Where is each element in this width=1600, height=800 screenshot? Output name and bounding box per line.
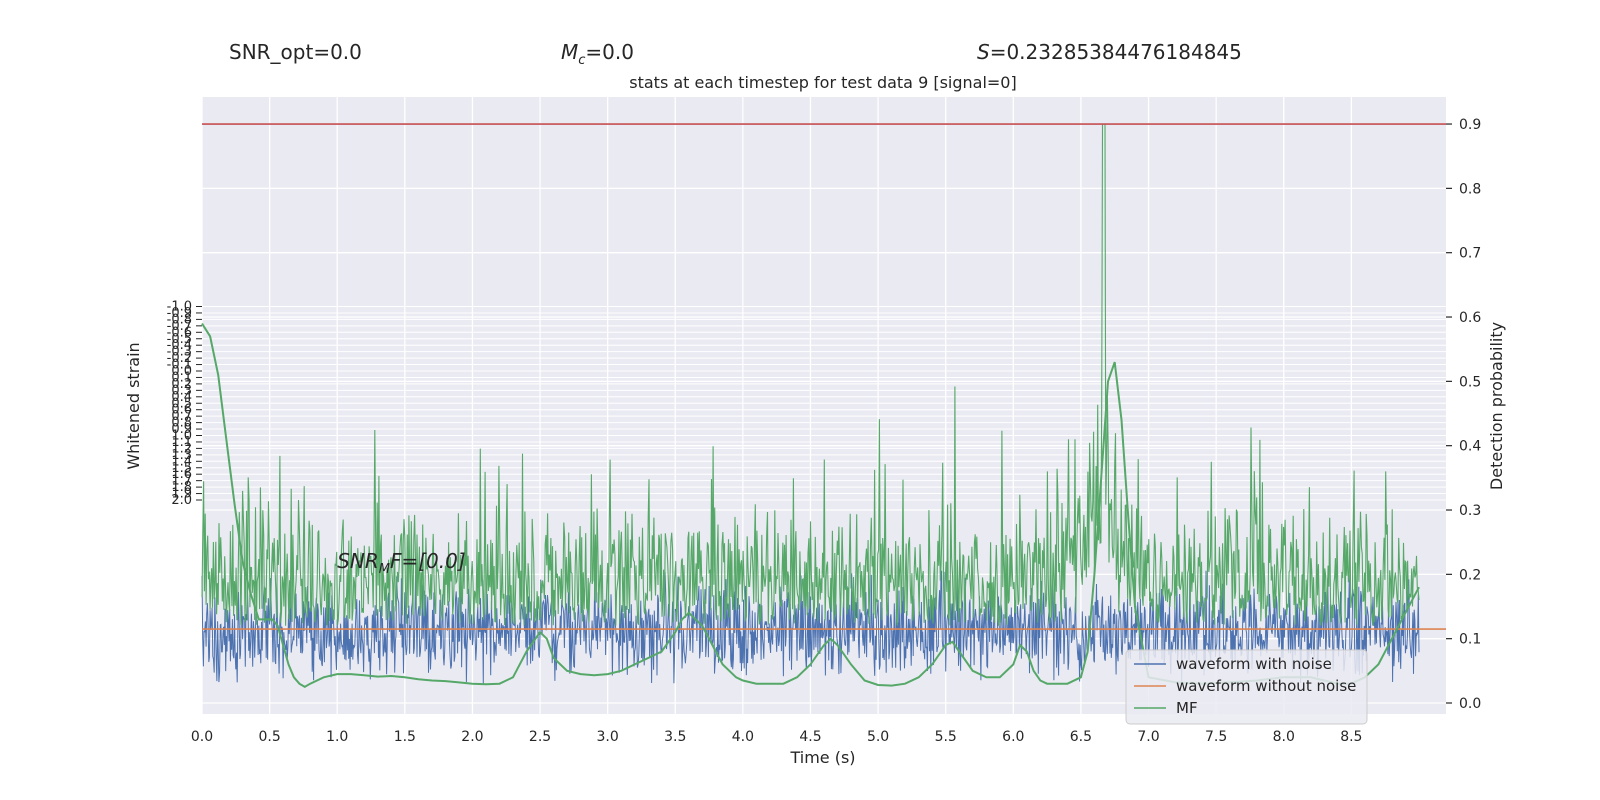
left-tick-label: 1.4 [171,454,192,469]
legend-box [1125,649,1368,725]
plot-background [202,97,1446,714]
left-tick-label: 0.1 [171,370,192,385]
chirp-mass-label: Mc=0.0 [561,40,634,68]
s-score-symbol: S [977,40,990,64]
right-tick-label: 0.2 [1459,567,1481,583]
left-tick-label: 1.3 [171,448,192,463]
left-axis-grid [202,306,1446,501]
x-tick-label: 0.5 [258,729,280,745]
right-tick-label: 0.3 [1459,503,1481,519]
x-tick-label: 6.0 [1002,729,1024,745]
right-axis-label: Detection probability [1487,322,1506,490]
left-tick-label: -0.7 [167,319,192,334]
x-tick-label: 3.5 [664,729,686,745]
left-tick-label: -0.2 [167,351,192,366]
chirp-mass-symbol: M [561,40,579,64]
snr-opt-label: SNR_opt=0.0 [229,40,362,64]
left-tick-label: 2.0 [171,493,192,508]
left-tick-label: 0.8 [171,416,192,431]
left-tick-label: -0.4 [167,338,192,353]
left-tick-label: 0.6 [171,403,192,418]
left-tick-label: 1.1 [171,435,192,450]
left-tick-label: 0.0 [171,364,192,379]
right-tick-label: 0.4 [1459,439,1481,455]
s-score-label: S=0.23285384476184845 [977,40,1242,64]
x-tick-label: 7.5 [1205,729,1227,745]
left-tick-label: -0.8 [167,312,192,327]
left-tick-label: 1.9 [171,487,192,502]
right-tick-label: 0.6 [1459,310,1481,326]
snr-mf-prefix: SNR [337,549,379,573]
waveform-with-noise-series [201,570,1420,684]
s-score-value: =0.23285384476184845 [989,40,1242,64]
left-tick-label: 1.0 [171,429,192,444]
left-tick-label: 0.4 [171,390,192,405]
right-tick-label: 0.5 [1459,374,1481,390]
left-tick-label: 0.9 [171,422,192,437]
right-tick-label: 0.8 [1459,181,1481,197]
left-tick-label: -0.3 [167,345,192,360]
left-axis-label: Whitened strain [124,342,143,469]
left-tick-label: 1.7 [171,474,192,489]
x-tick-label: 0.0 [191,729,213,745]
x-tick-label: 5.0 [867,729,889,745]
right-tick-label: 0.9 [1459,117,1481,133]
legend-label-mf: MF [1176,699,1198,717]
x-tick-label: 7.0 [1137,729,1159,745]
right-tick-label: 0.0 [1459,696,1481,712]
x-tick-label: 5.5 [935,729,957,745]
legend-label-without-noise: waveform without noise [1176,677,1356,695]
x-tick-label: 1.5 [394,729,416,745]
left-tick-label: 1.6 [171,467,192,482]
legend: waveform with noise waveform without noi… [1125,649,1368,725]
snr-mf-subscript: M [379,562,390,577]
x-tick-label: 4.5 [799,729,821,745]
x-tick-label: 2.5 [529,729,551,745]
left-tick-label: -0.1 [167,358,192,373]
right-tick-label: 0.1 [1459,632,1481,648]
left-tick-label: -1.0 [167,300,192,315]
x-tick-label: 3.0 [597,729,619,745]
left-tick-label: -0.9 [167,306,192,321]
x-tick-label: 8.5 [1340,729,1362,745]
left-tick-label: 0.5 [171,396,192,411]
chart-title: stats at each timestep for test data 9 [… [629,73,1016,92]
x-tick-label: 4.0 [732,729,754,745]
left-tick-label: 1.5 [171,461,192,476]
waveform-with-noise-line [201,570,1420,684]
snr-mf-suffix: F=[0.0] [390,549,466,573]
x-tick-label: 6.5 [1070,729,1092,745]
left-axis-ticks: 2.01.91.81.71.61.51.41.31.21.11.00.90.80… [167,300,202,508]
right-tick-label: 0.7 [1459,246,1481,262]
left-tick-label: -0.6 [167,325,192,340]
left-tick-label: 1.2 [171,441,192,456]
right-axis-ticks: 0.0 0.1 0.2 0.3 0.4 0.5 0.6 0.7 0.8 0.9 [1446,117,1481,712]
x-axis-ticks: 0.0 0.5 1.0 1.5 2.0 2.5 3.0 3.5 4.0 4.5 5.0 5.5 6.0 6… [191,729,1363,745]
legend-label-with-noise: waveform with noise [1176,655,1332,673]
noise-probability-series [201,123,1420,626]
snr-mf-annotation: SNRMF=[0.0] [337,549,465,577]
noise-probability-line [201,123,1420,626]
x-tick-label: 8.0 [1273,729,1295,745]
left-tick-label: 0.2 [171,377,192,392]
x-tick-label: 1.0 [326,729,348,745]
left-tick-label: 0.7 [171,409,192,424]
x-tick-label: 2.0 [461,729,483,745]
chirp-mass-subscript: c [578,53,586,68]
chirp-mass-value: =0.0 [585,40,634,64]
left-tick-label: 0.3 [171,383,192,398]
left-tick-label: 1.8 [171,480,192,495]
mf-line [201,322,1420,689]
x-axis-label: Time (s) [789,748,855,767]
left-tick-label: -0.5 [167,332,192,347]
